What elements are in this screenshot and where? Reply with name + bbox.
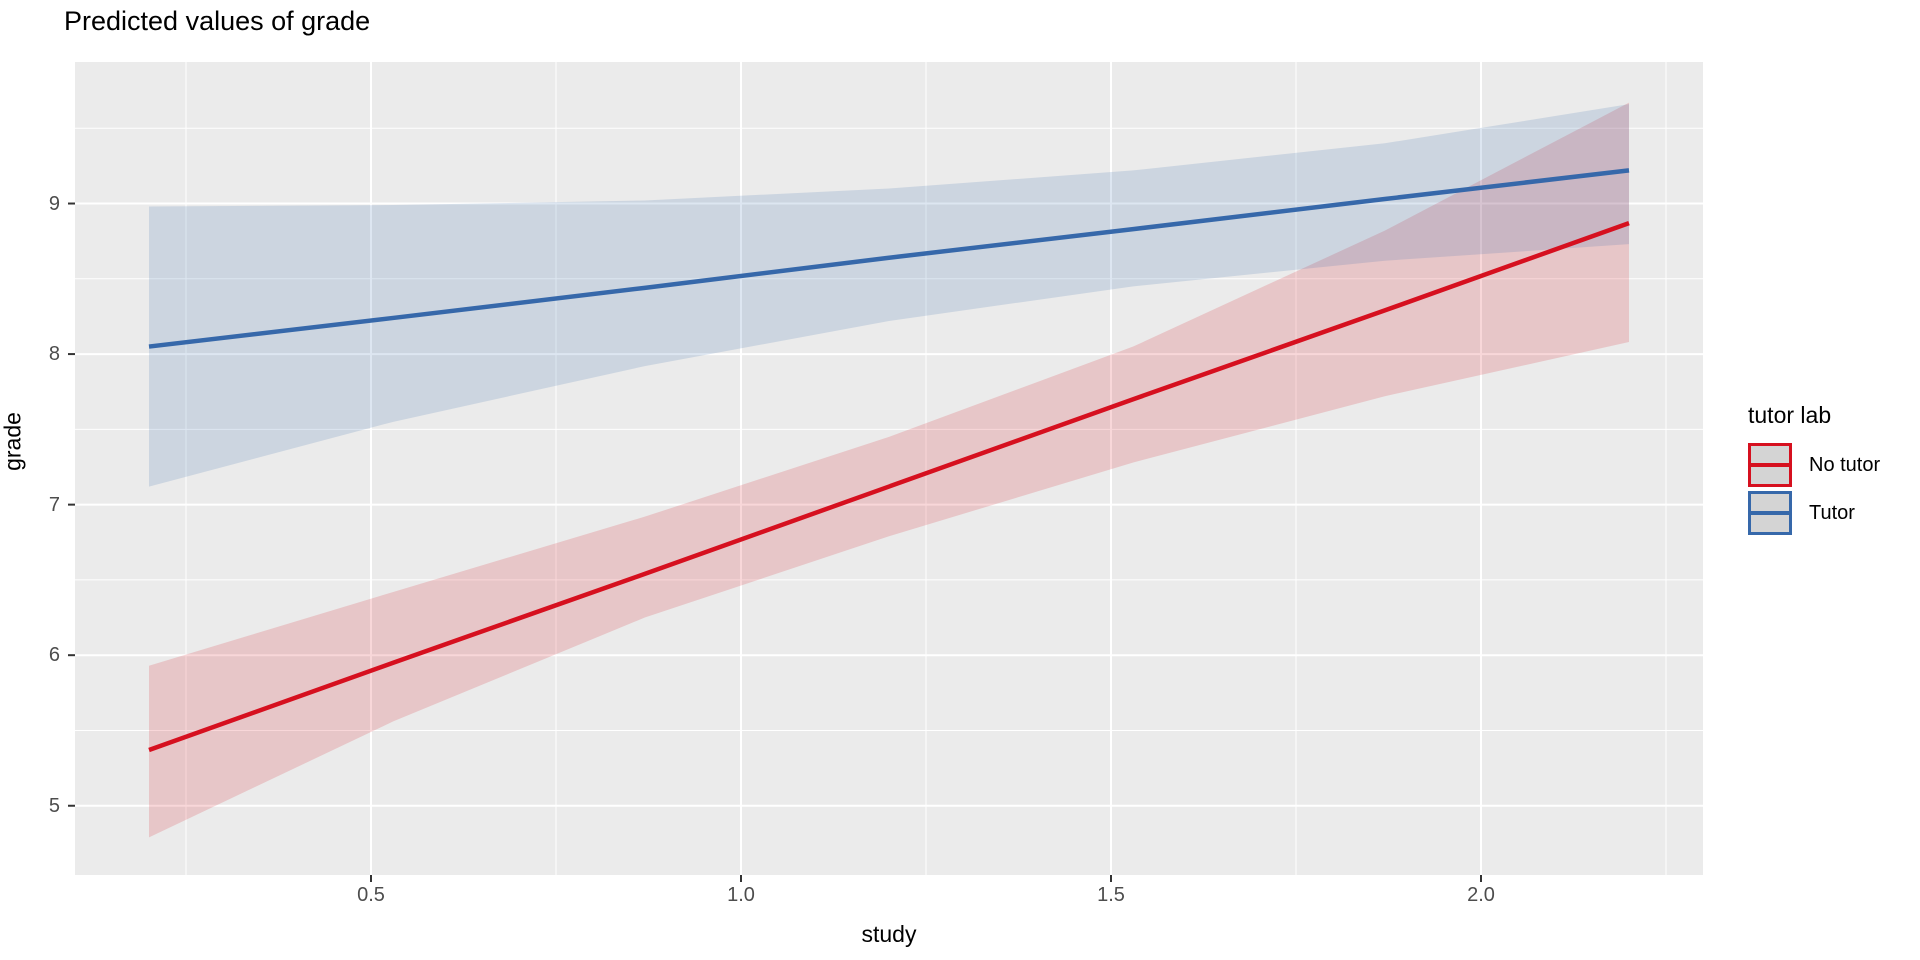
plot-panel — [75, 62, 1703, 875]
y-tick-label: 5 — [48, 794, 60, 817]
y-tick-label: 9 — [48, 192, 60, 215]
legend: tutor lab No tutor Tutor — [1748, 402, 1880, 539]
ci-ribbon-no-tutor — [149, 102, 1629, 838]
x-tick-label: 1.5 — [1097, 884, 1125, 906]
minor-gridlines — [75, 62, 1703, 875]
y-tick-label: 8 — [48, 343, 60, 366]
trend-lines — [148, 168, 1630, 753]
legend-entry-no-tutor: No tutor — [1748, 443, 1880, 487]
x-tick-label: 0.5 — [357, 884, 385, 906]
x-tick-label: 2.0 — [1467, 884, 1495, 906]
trend-line-no-tutor — [148, 220, 1630, 753]
major-gridlines — [75, 62, 1703, 875]
x-tick-label: 1.0 — [727, 884, 755, 906]
legend-key-line-icon — [1751, 463, 1789, 467]
legend-label-no-tutor: No tutor — [1809, 453, 1881, 476]
legend-title: tutor lab — [1748, 402, 1832, 428]
legend-key-tutor-icon — [1748, 491, 1792, 535]
ci-ribbon-tutor — [149, 104, 1629, 487]
x-axis-title: study — [861, 921, 917, 947]
legend-label-tutor: Tutor — [1809, 501, 1855, 524]
plot-title: Predicted values of grade — [64, 6, 371, 36]
legend-key-line-icon — [1751, 511, 1789, 515]
confidence-ribbons — [149, 102, 1629, 838]
y-tick-label: 6 — [48, 644, 60, 667]
legend-key-no-tutor-icon — [1748, 443, 1792, 487]
legend-entry-tutor: Tutor — [1748, 491, 1880, 535]
y-tick-label: 7 — [48, 493, 60, 516]
axis-tick-marks — [68, 202, 1482, 882]
trend-line-tutor — [148, 168, 1630, 349]
